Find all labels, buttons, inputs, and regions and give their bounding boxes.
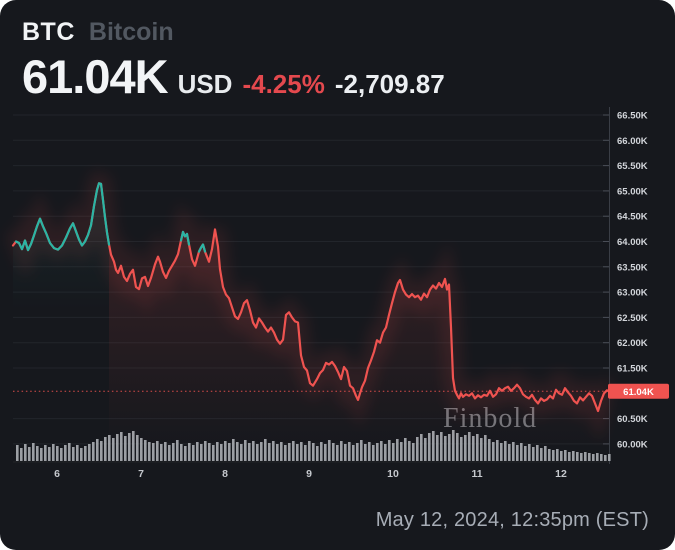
timestamp: May 12, 2024, 12:35pm (EST) [375,509,649,531]
asset-name: Bitcoin [88,18,174,46]
current-price-badge-label: 61.04K [623,387,654,398]
svg-text:10: 10 [387,468,399,480]
price-currency: USD [177,69,233,99]
asset-symbol: BTC [22,18,75,46]
area-fill-down [109,229,609,455]
current-price: 61.04K [22,50,169,103]
y-axis-labels: 66.50K 66.00K 65.50K 65.00K 64.50K 64.00K 63.5… [617,111,648,451]
svg-text:64.50K: 64.50K [617,212,648,223]
svg-text:62.50K: 62.50K [617,313,648,324]
svg-text:66.00K: 66.00K [617,136,648,147]
svg-text:61.50K: 61.50K [617,364,648,375]
svg-text:63.00K: 63.00K [617,288,648,299]
svg-text:60.50K: 60.50K [617,414,648,425]
chart-header: BTC Bitcoin 61.04K USD -4.25% -2,709.87 [22,18,445,100]
svg-text:64.00K: 64.00K [617,237,648,248]
area-fill-up [13,183,109,456]
svg-text:62.00K: 62.00K [617,338,648,349]
svg-text:6: 6 [54,468,60,480]
svg-text:12: 12 [555,468,567,480]
x-axis-labels: 6 7 8 9 10 11 12 [54,468,567,480]
svg-text:65.50K: 65.50K [617,161,648,172]
svg-text:8: 8 [222,468,228,480]
svg-text:11: 11 [471,468,482,480]
svg-text:65.00K: 65.00K [617,186,648,197]
change-percent: -4.25% [242,69,325,99]
svg-text:9: 9 [306,468,312,480]
svg-text:66.50K: 66.50K [617,111,648,122]
price-line [11,182,611,413]
svg-text:60.00K: 60.00K [617,439,648,450]
svg-text:7: 7 [138,468,144,480]
svg-text:63.50K: 63.50K [617,262,648,273]
current-price-badge [608,383,669,399]
change-absolute: -2,709.87 [334,69,445,99]
